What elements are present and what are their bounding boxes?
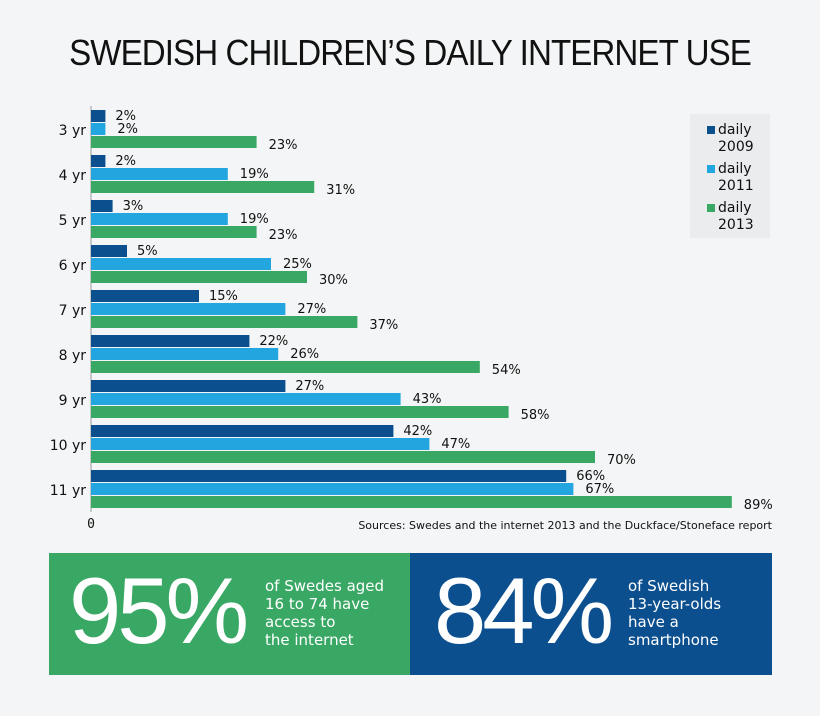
data-label: 66% xyxy=(576,469,605,484)
legend-swatch xyxy=(707,126,715,134)
data-label: 37% xyxy=(369,318,398,333)
legend-label: daily xyxy=(718,200,752,216)
data-label: 42% xyxy=(403,424,432,439)
bar xyxy=(91,200,113,212)
legend-year: 2009 xyxy=(718,139,754,155)
category-label: 10 yr xyxy=(50,438,87,454)
bar xyxy=(91,123,106,135)
data-label: 26% xyxy=(290,347,319,362)
data-label: 2% xyxy=(115,109,136,124)
data-label: 5% xyxy=(137,244,158,259)
stat-line: the internet xyxy=(265,631,354,649)
stat-line: access to xyxy=(265,613,336,631)
stat-line: smartphone xyxy=(628,631,719,649)
stat-line: of Swedes aged xyxy=(265,577,385,595)
stat-panel-smartphone: 84% of Swedish 13-year-olds have a smart… xyxy=(410,553,772,675)
data-label: 54% xyxy=(492,363,521,378)
bar xyxy=(91,451,595,463)
data-label: 89% xyxy=(744,498,773,513)
category-label: 9 yr xyxy=(59,393,87,409)
chart-title: SWEDISH CHILDREN’S DAILY INTERNET USE xyxy=(69,32,752,73)
bar xyxy=(91,136,257,148)
stat-panel-internet-access: 95% of Swedes aged 16 to 74 have access … xyxy=(49,553,410,675)
bar xyxy=(91,303,286,315)
stat-text: of Swedish 13-year-olds have a smartphon… xyxy=(628,577,721,649)
legend-label: daily xyxy=(718,161,752,177)
bar xyxy=(91,393,401,405)
bar xyxy=(91,271,307,283)
legend-label: daily xyxy=(718,122,752,138)
legend-item: daily 2009 xyxy=(707,122,754,156)
data-label: 58% xyxy=(521,408,550,423)
source-note: Sources: Swedes and the internet 2013 an… xyxy=(358,519,772,532)
bar xyxy=(91,316,358,328)
bar xyxy=(91,470,567,482)
category-label: 3 yr xyxy=(59,123,87,139)
bar xyxy=(91,438,430,450)
bar xyxy=(91,290,199,302)
category-label: 7 yr xyxy=(59,303,87,319)
data-label: 27% xyxy=(295,379,324,394)
category-label: 5 yr xyxy=(59,213,87,229)
bar xyxy=(91,181,315,193)
data-label: 2% xyxy=(117,122,138,137)
data-label: 67% xyxy=(585,482,614,497)
data-label: 22% xyxy=(259,334,288,349)
bar xyxy=(91,348,279,360)
legend: daily 2009 daily 2011 daily 2013 xyxy=(690,114,770,238)
data-label: 27% xyxy=(297,302,326,317)
stat-line: 16 to 74 have xyxy=(265,595,370,613)
data-label: 43% xyxy=(413,392,442,407)
bar xyxy=(91,483,574,495)
bar xyxy=(91,406,509,418)
x-tick-label: 0 xyxy=(87,517,95,532)
category-label: 11 yr xyxy=(50,483,87,499)
bar xyxy=(91,245,127,257)
bar xyxy=(91,361,480,373)
data-label: 31% xyxy=(326,183,355,198)
stat-line: of Swedish xyxy=(628,577,710,595)
bar xyxy=(91,425,394,437)
data-label: 19% xyxy=(240,167,269,182)
bar xyxy=(91,155,106,167)
legend-year: 2011 xyxy=(718,178,754,194)
data-label: 70% xyxy=(607,453,636,468)
bar xyxy=(91,335,250,347)
stat-value: 84% xyxy=(434,558,614,663)
bar xyxy=(91,258,271,270)
category-label: 4 yr xyxy=(59,168,87,184)
bar xyxy=(91,496,732,508)
stat-line: 13-year-olds xyxy=(628,595,722,613)
legend-item: daily 2011 xyxy=(707,161,754,195)
category-label: 8 yr xyxy=(59,348,87,364)
legend-year: 2013 xyxy=(718,217,754,233)
data-label: 47% xyxy=(441,437,470,452)
bar-chart: 3 yr2%2%23%4 yr2%19%31%5 yr3%19%23%6 yr5… xyxy=(50,106,773,532)
bar xyxy=(91,168,228,180)
data-label: 23% xyxy=(269,228,298,243)
data-label: 23% xyxy=(269,138,298,153)
data-label: 15% xyxy=(209,289,238,304)
stat-line: have a xyxy=(628,613,679,631)
legend-swatch xyxy=(707,165,715,173)
data-label: 3% xyxy=(123,199,144,214)
category-label: 6 yr xyxy=(59,258,87,274)
bar xyxy=(91,110,106,122)
legend-item: daily 2013 xyxy=(707,200,754,234)
bar xyxy=(91,226,257,238)
data-label: 30% xyxy=(319,273,348,288)
data-label: 19% xyxy=(240,212,269,227)
legend-swatch xyxy=(707,204,715,212)
data-label: 2% xyxy=(115,154,136,169)
data-label: 25% xyxy=(283,257,312,272)
bar xyxy=(91,213,228,225)
stat-text: of Swedes aged 16 to 74 have access to t… xyxy=(265,577,384,649)
stat-value: 95% xyxy=(69,558,249,663)
bar xyxy=(91,380,286,392)
